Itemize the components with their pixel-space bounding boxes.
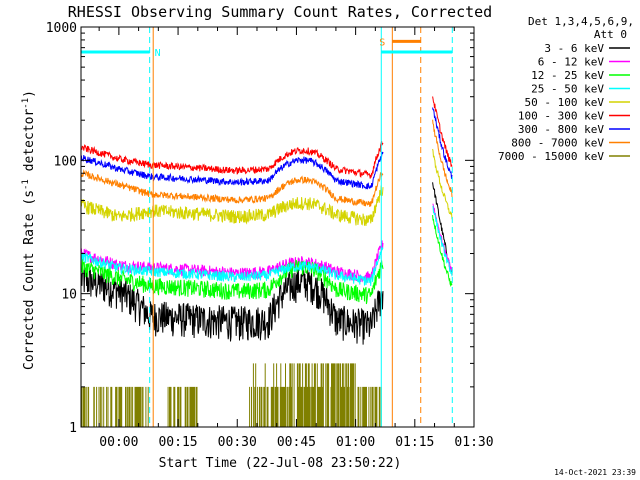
legend-label-2: 12 - 25 keV [531, 69, 604, 82]
series-line-post-7 [432, 119, 453, 198]
series-line-0 [81, 263, 384, 345]
series-line-8 [81, 363, 382, 427]
plot-frame [80, 26, 475, 428]
x-tick-label: 01:30 [454, 435, 493, 450]
s-label: S [379, 37, 385, 48]
legend-label-8: 7000 - 15000 keV [498, 150, 604, 163]
y-axis-label: Corrected Count Rate (s-1 detector-1) [21, 90, 37, 370]
series-line-7 [81, 169, 384, 207]
x-tick-label: 00:30 [218, 435, 257, 450]
y-tick-label: 1 [69, 421, 77, 436]
series-group: NS [81, 27, 453, 427]
y-axis-label-part1: Corrected Count Rate (s [22, 190, 37, 370]
y-axis-label-part3: ) [22, 90, 37, 98]
axes: 00:00 00:15 00:30 00:45 01:00 01:15 01:30 1 10 10… [46, 21, 494, 450]
n-label: N [155, 48, 161, 59]
series-line-post-2 [432, 215, 453, 288]
series-line-2 [81, 258, 384, 305]
series-line-post-3 [432, 205, 453, 277]
x-tick-label: 00:15 [158, 435, 197, 450]
y-tick-label: 10 [61, 288, 77, 303]
detectors-label: Det 1,3,4,5,6,9, [528, 15, 634, 28]
timestamp: 14-Oct-2021 23:39 [554, 468, 636, 477]
series-line-4 [81, 185, 384, 226]
series-line-6 [81, 151, 384, 190]
legend-label-1: 6 - 12 keV [538, 56, 605, 69]
x-tick-label: 01:15 [395, 435, 434, 450]
series-line-post-6 [432, 107, 453, 179]
plot-area: NS [81, 27, 453, 427]
legend-label-3: 25 - 50 keV [531, 83, 604, 96]
legend-label-4: 50 - 100 keV [525, 96, 605, 109]
x-tick-label: 00:00 [99, 435, 138, 450]
legend-label-0: 3 - 6 keV [544, 42, 604, 55]
y-tick-label: 100 [54, 154, 77, 169]
legend-label-6: 300 - 800 keV [518, 123, 604, 136]
y-axis-label-part2: detector [22, 109, 37, 180]
series-line-post-4 [432, 148, 453, 220]
x-axis-label: Start Time (22-Jul-08 23:50:22) [159, 456, 402, 471]
legend-label-7: 800 - 7000 keV [511, 137, 604, 150]
x-tick-label: 01:00 [336, 435, 375, 450]
series-line-3 [81, 247, 384, 287]
chart-title: RHESSI Observing Summary Count Rates, Co… [68, 3, 492, 21]
series-line-5 [81, 141, 384, 179]
y-axis-label-sup2: -1 [21, 98, 31, 109]
legend-label-5: 100 - 300 keV [518, 110, 604, 123]
attenuator-label: Att 0 [594, 28, 627, 41]
y-axis-label-sup1: -1 [21, 179, 31, 190]
series-line-post-5 [432, 96, 453, 167]
x-tick-label: 00:45 [277, 435, 316, 450]
y-tick-label: 1000 [46, 21, 77, 36]
